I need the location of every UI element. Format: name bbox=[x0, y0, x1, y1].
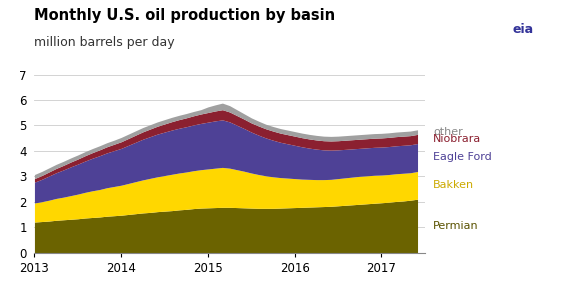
Text: other: other bbox=[433, 127, 463, 137]
Text: eia: eia bbox=[513, 23, 534, 36]
Text: Bakken: Bakken bbox=[433, 180, 475, 190]
Text: Niobrara: Niobrara bbox=[433, 134, 482, 144]
Text: Monthly U.S. oil production by basin: Monthly U.S. oil production by basin bbox=[34, 8, 336, 23]
Text: million barrels per day: million barrels per day bbox=[34, 36, 175, 49]
Text: Eagle Ford: Eagle Ford bbox=[433, 152, 492, 162]
Text: Permian: Permian bbox=[433, 221, 479, 231]
